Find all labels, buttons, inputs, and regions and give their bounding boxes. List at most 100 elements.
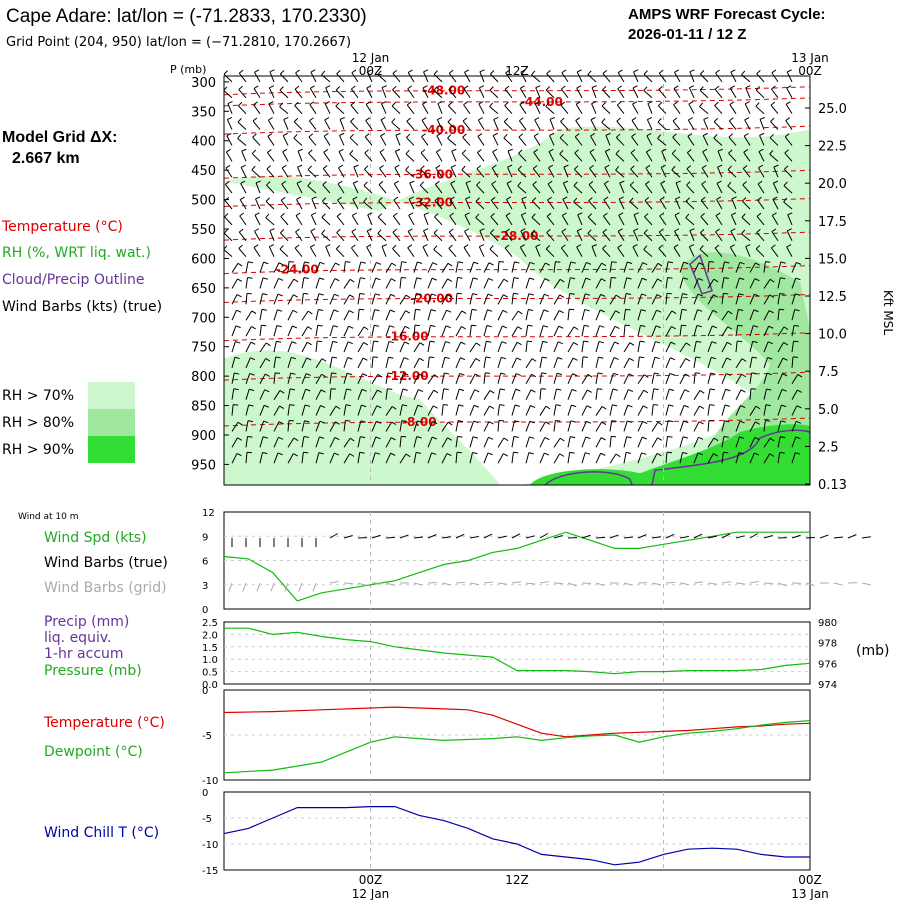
- wind-barb: [477, 133, 483, 137]
- wind-barb: [721, 357, 728, 369]
- wind-barb: [449, 215, 457, 226]
- wind-barb: [630, 149, 636, 154]
- wind-barb: [280, 196, 286, 201]
- wind-barb: [231, 372, 235, 384]
- wind-barb: [387, 372, 393, 375]
- wind-barb: [658, 101, 663, 107]
- wind-barb: [595, 372, 599, 384]
- wind-barb: [325, 244, 331, 248]
- wind-barb: [324, 117, 330, 121]
- wind-barb: [381, 85, 387, 88]
- wind-barb: [357, 436, 361, 448]
- wind-barb: [609, 326, 616, 337]
- wind-barb: [237, 421, 243, 426]
- wind-barb: [745, 87, 751, 98]
- wind-barb: [309, 104, 317, 114]
- height-axis-title: Kft MSL: [881, 290, 895, 335]
- wind-barb-true: [511, 533, 521, 539]
- wind-barb: [447, 437, 453, 441]
- wind-barb: [329, 388, 332, 400]
- wind-barb: [631, 120, 639, 130]
- wind-barb: [601, 262, 607, 267]
- wind-barb: [366, 71, 373, 83]
- wind-barb: [483, 452, 489, 464]
- wind-barb: [573, 342, 579, 346]
- wind-barb: [641, 277, 647, 281]
- wind-barb: [689, 244, 695, 248]
- wind-barb: [769, 137, 779, 146]
- wind-barb: [617, 244, 623, 249]
- wind-barb: [711, 341, 717, 344]
- wind-barb: [525, 436, 530, 448]
- wind-barb: [365, 101, 371, 105]
- wind-barb: [629, 342, 635, 346]
- wind-barb: [346, 372, 352, 376]
- wind-barb: [547, 199, 555, 210]
- wind-barb: [350, 88, 359, 99]
- wind-barb: [406, 101, 412, 106]
- wind-barb: [506, 196, 512, 200]
- wind-barb: [505, 215, 513, 226]
- wind-barb: [423, 230, 429, 241]
- wind-barb: [401, 261, 407, 263]
- wind-barb: [755, 262, 760, 266]
- wind-barb: [713, 134, 718, 139]
- wind-barb: [476, 165, 482, 170]
- wind-barb: [273, 309, 278, 321]
- wind-barb: [448, 69, 454, 74]
- y-tick-label: 0: [202, 605, 208, 616]
- wind-barb: [675, 182, 681, 194]
- wind-barb: [245, 261, 249, 273]
- wind-barb: [357, 277, 361, 289]
- wind-barb: [791, 277, 797, 289]
- wind-barb: [520, 244, 525, 248]
- wind-barb: [645, 164, 651, 169]
- wind-barb: [525, 341, 528, 353]
- wind-barb-grid: [525, 582, 536, 585]
- wind-barb: [587, 70, 592, 75]
- wind-barb: [240, 180, 246, 184]
- wind-barb: [714, 244, 720, 249]
- wind-barb: [336, 73, 345, 83]
- wind-barb: [616, 101, 622, 106]
- wind-barb: [224, 213, 229, 218]
- wind-barb: [478, 246, 485, 257]
- wind-barb: [767, 341, 773, 345]
- wind-barb: [231, 341, 236, 353]
- wind-barb: [348, 325, 354, 329]
- wind-barb: [701, 180, 707, 185]
- wind-barb: [518, 136, 527, 146]
- wind-barb: [525, 309, 529, 321]
- wind-barb: [575, 104, 583, 114]
- wind-barb: [686, 152, 695, 162]
- wind-barb: [392, 73, 401, 83]
- wind-barb: [325, 246, 331, 257]
- wind-barb: [600, 278, 606, 282]
- wind-barb: [303, 292, 309, 295]
- wind-barb: [503, 121, 513, 130]
- pressure-tick-label: 950: [191, 458, 216, 473]
- wind-barb: [763, 325, 770, 337]
- wind-barb: [433, 86, 438, 91]
- wind-barb: [721, 373, 727, 384]
- wind-barb: [367, 212, 373, 216]
- wind-barb: [497, 325, 503, 337]
- wind-barb: [377, 229, 382, 234]
- wind-barb: [641, 293, 647, 297]
- model-grid-value: 2.667 km: [12, 150, 80, 167]
- wind-barb: [304, 420, 310, 423]
- wind-barb: [317, 340, 323, 343]
- wind-barb: [301, 404, 306, 416]
- temperature-contour-label: -16.00: [386, 330, 429, 344]
- wind-barb: [395, 135, 401, 146]
- wind-barb: [531, 213, 536, 218]
- panel-title: Wind at 10 m: [18, 512, 78, 522]
- wind-barb-true: [833, 536, 844, 539]
- wind-barb: [262, 436, 268, 439]
- wind-barb: [765, 420, 771, 422]
- wind-barb: [740, 405, 746, 408]
- wind-barb: [259, 342, 267, 353]
- wind-barb: [521, 198, 527, 210]
- wind-barb: [301, 342, 308, 353]
